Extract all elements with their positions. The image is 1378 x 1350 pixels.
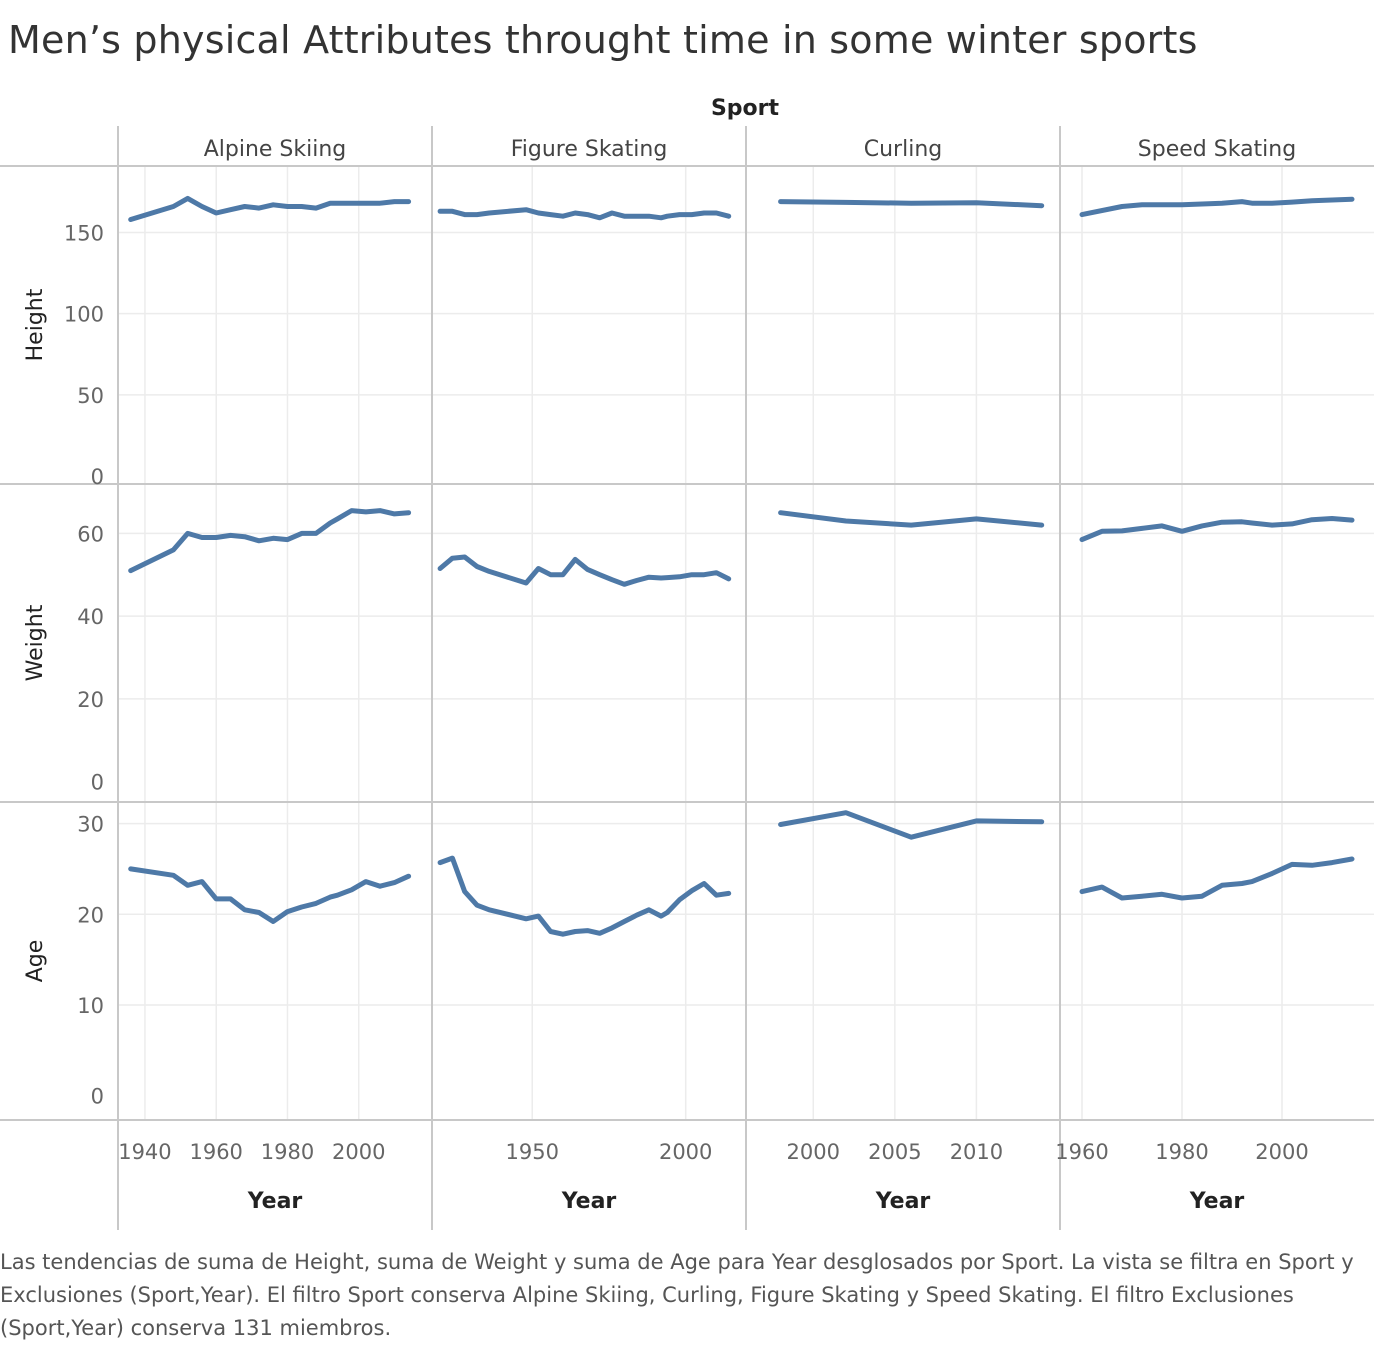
series-line-figure-skating-weight [437, 554, 732, 587]
x-axis-title: Year [247, 1189, 303, 1214]
frame-layer [0, 126, 1374, 1230]
facet-header-speed-skating: Speed Skating [1138, 137, 1296, 162]
y-tick-label-age-30: 30 [77, 813, 104, 837]
x-tick-label-1-1950: 1950 [505, 1140, 558, 1164]
row-title-age: Age [23, 940, 48, 983]
x-tick-label-3-2000: 2000 [1255, 1140, 1308, 1164]
x-tick-label-3-1980: 1980 [1155, 1140, 1208, 1164]
x-axis-title: Year [1189, 1189, 1245, 1214]
series-line-speed-skating-weight [1079, 516, 1355, 543]
facet-header-curling: Curling [864, 137, 942, 162]
grid-layer [118, 166, 1374, 1120]
y-tick-label-weight-60: 60 [77, 522, 104, 546]
x-tick-label-2-2005: 2005 [868, 1140, 921, 1164]
x-tick-label-0-1940: 1940 [118, 1140, 171, 1164]
y-tick-label-weight-20: 20 [77, 688, 104, 712]
series-line-curling-age [778, 810, 1045, 840]
series-line-alpine-skiing-age [128, 866, 412, 924]
series-line-speed-skating-height [1079, 196, 1355, 218]
y-tick-label-height-50: 50 [77, 384, 104, 408]
x-tick-label-3-1960: 1960 [1055, 1140, 1108, 1164]
row-title-weight: Weight [23, 604, 48, 681]
series-line-curling-height [778, 199, 1045, 209]
label-layer: Sport 0 50 100 150 Height 0 20 40 60 Weight 0 10 20 3… [23, 96, 1309, 1214]
facet-header-alpine-skiing: Alpine Skiing [204, 137, 347, 162]
x-tick-label-0-1960: 1960 [189, 1140, 242, 1164]
x-tick-label-0-1980: 1980 [261, 1140, 314, 1164]
series-line-curling-weight [778, 510, 1045, 528]
series-line-figure-skating-height [437, 207, 732, 221]
faceted-line-chart: Sport 0 50 100 150 Height 0 20 40 60 Weight 0 10 20 3… [0, 96, 1374, 1230]
y-tick-label-age-10: 10 [77, 994, 104, 1018]
x-axis-title: Year [875, 1189, 931, 1214]
x-tick-label-0-2000: 2000 [332, 1140, 385, 1164]
series-line-alpine-skiing-weight [128, 508, 412, 574]
y-tick-label-age-0: 0 [91, 1085, 104, 1109]
y-tick-label-height-0: 0 [91, 465, 104, 489]
chart-title: Men’s physical Attributes throught time … [8, 18, 1198, 62]
y-tick-label-weight-40: 40 [77, 605, 104, 629]
x-tick-label-2-2000: 2000 [787, 1140, 840, 1164]
series-line-alpine-skiing-height [128, 195, 412, 222]
y-tick-label-height-150: 150 [64, 221, 104, 245]
series-line-speed-skating-age [1079, 856, 1355, 901]
series-line-figure-skating-age [437, 855, 732, 937]
row-title-height: Height [23, 288, 48, 361]
caption: Las tendencias de suma de Height, suma d… [0, 1250, 1354, 1340]
y-tick-label-weight-0: 0 [91, 771, 104, 795]
x-tick-label-1-2000: 2000 [659, 1140, 712, 1164]
y-tick-label-age-20: 20 [77, 903, 104, 927]
line-layer [128, 195, 1355, 937]
facet-header-figure-skating: Figure Skating [511, 137, 668, 162]
column-header: Sport [711, 96, 780, 121]
x-axis-title: Year [561, 1189, 617, 1214]
y-tick-label-height-100: 100 [64, 303, 104, 327]
x-tick-label-2-2010: 2010 [950, 1140, 1003, 1164]
